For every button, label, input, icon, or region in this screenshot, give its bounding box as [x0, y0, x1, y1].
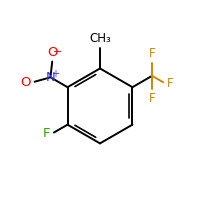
Text: CH₃: CH₃: [89, 32, 111, 45]
Text: F: F: [149, 47, 155, 60]
Text: O: O: [20, 76, 31, 89]
Text: F: F: [167, 77, 174, 90]
Text: F: F: [43, 127, 51, 140]
Text: +: +: [51, 69, 59, 79]
Text: O: O: [47, 46, 58, 59]
Text: −: −: [53, 47, 62, 57]
Text: F: F: [149, 92, 155, 105]
Text: N: N: [46, 71, 55, 84]
